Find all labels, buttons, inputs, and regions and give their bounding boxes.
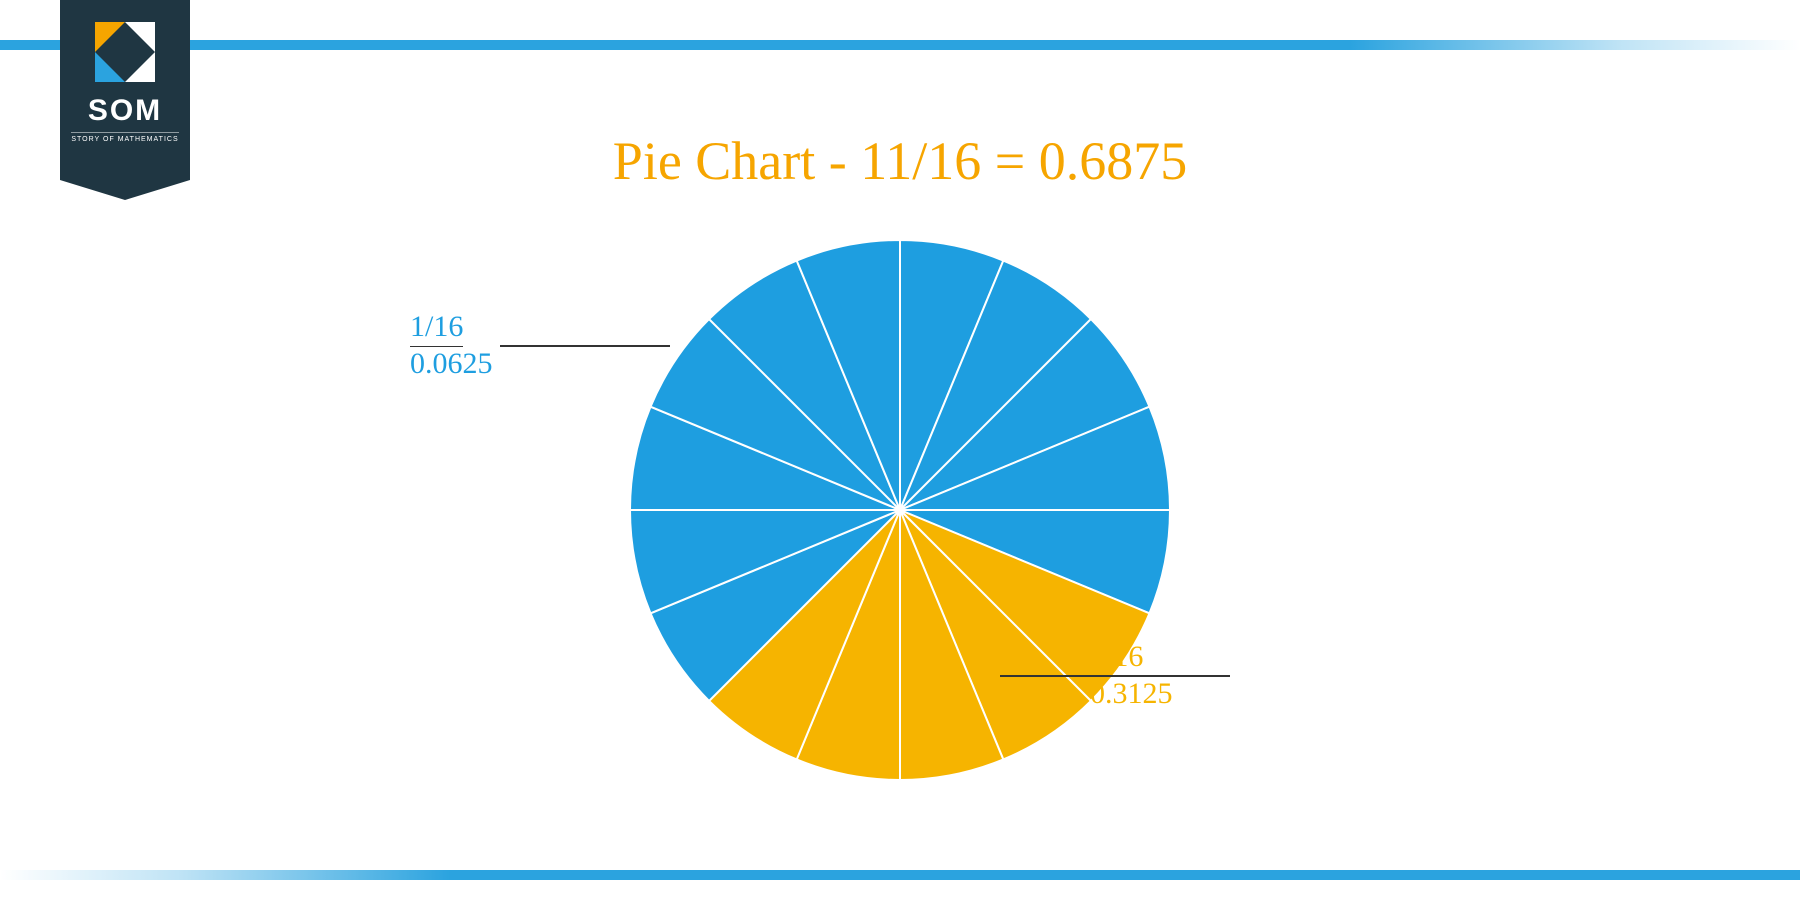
top-accent-bar	[0, 40, 1800, 50]
bottom-accent-bar	[0, 870, 1800, 880]
callout-left-decimal: 0.0625	[410, 347, 493, 381]
chart-title: Pie Chart - 11/16 = 0.6875	[0, 130, 1800, 192]
callout-left-fraction: 1/16	[410, 310, 463, 347]
logo-icon	[95, 22, 155, 82]
callout-right-decimal: 0.3125	[1090, 677, 1173, 711]
callout-left: 1/16 0.0625	[410, 310, 493, 381]
logo-text: SOM	[60, 94, 190, 128]
callout-right: 5/16 0.3125	[1090, 640, 1173, 711]
callout-right-fraction: 5/16	[1090, 640, 1143, 677]
callout-leader-left	[500, 345, 670, 347]
